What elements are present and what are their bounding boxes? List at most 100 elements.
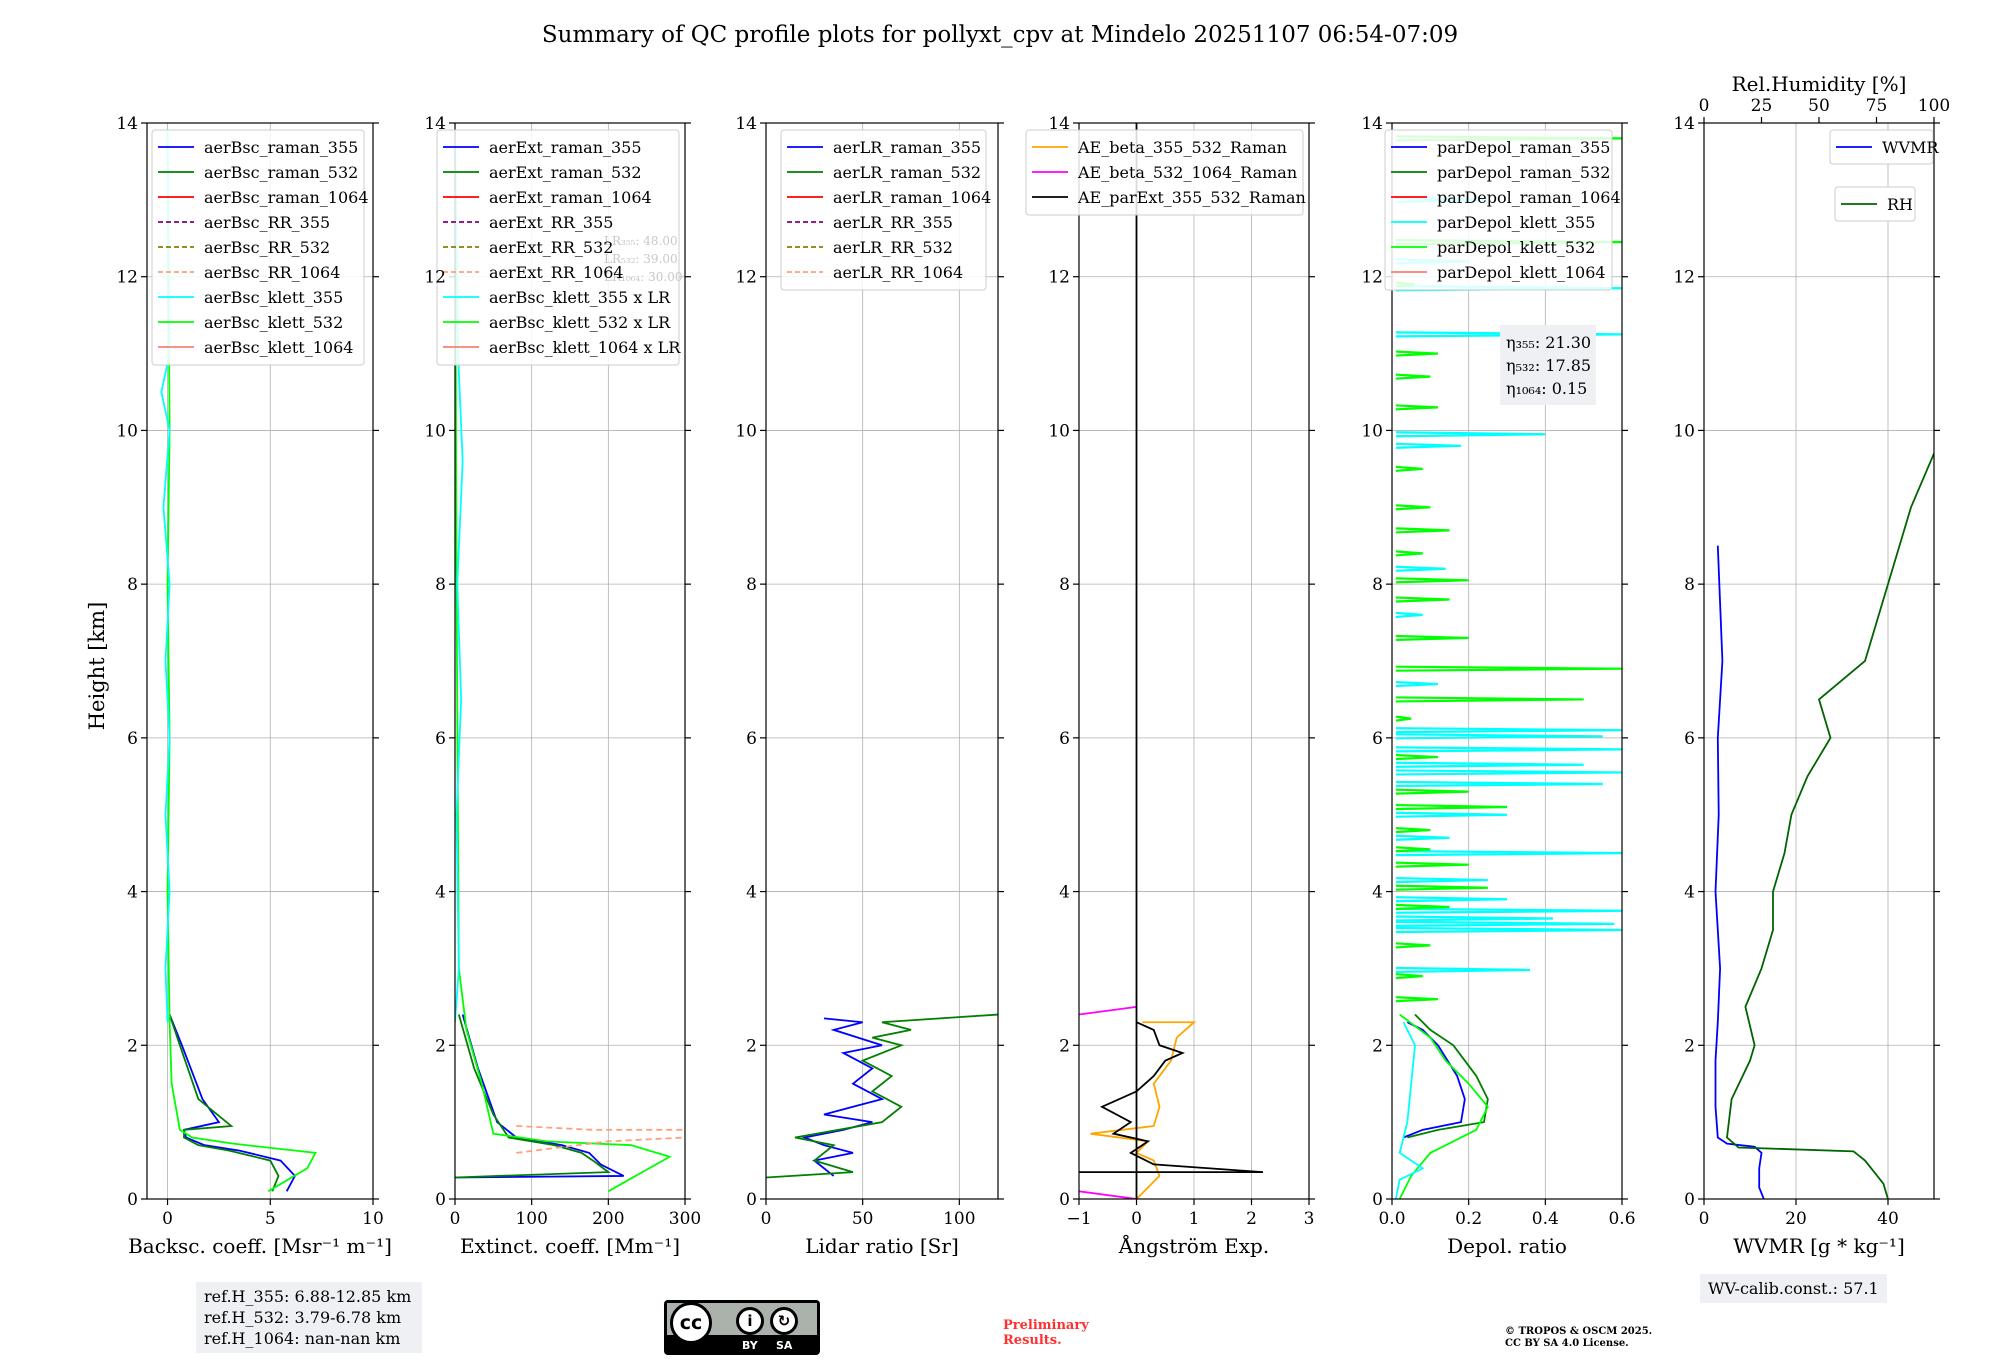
y-tick-label: 14	[1673, 114, 1695, 134]
series-aerBsc_klett_355 x LR	[455, 130, 464, 1023]
legend-entry: aerLR_RR_532	[833, 238, 953, 257]
legend-entry: aerBsc_klett_355	[204, 288, 343, 307]
lr-annotation: LR₃₅₅: 48.00	[604, 234, 678, 248]
series-aerBsc_klett_355	[160, 130, 171, 1023]
y-tick-label: 4	[746, 883, 757, 903]
legend-entry: WVMR	[1882, 138, 1939, 157]
legend-entry: AE_parExt_355_532_Raman	[1077, 188, 1306, 207]
y-tick-label: 14	[1048, 114, 1070, 134]
spike-parDepol_klett_532	[1395, 846, 1431, 853]
series-group-bsc	[160, 130, 317, 1193]
series-AE_beta_532_1064_Raman	[1079, 1190, 1137, 1199]
top-x-tick-label: 0	[1699, 96, 1710, 116]
legend-entry: parDepol_raman_1064	[1437, 188, 1621, 207]
reference-heights-box: ref.H_355: 6.88-12.85 km ref.H_532: 3.79…	[196, 1282, 422, 1353]
legend-entry: aerBsc_RR_1064	[204, 263, 340, 282]
legend-entry: aerBsc_RR_355	[204, 213, 330, 232]
axes-frame	[146, 122, 374, 1200]
top-x-tick-label: 100	[1918, 96, 1950, 116]
legend-entry: RH	[1887, 195, 1913, 214]
axes-frame	[454, 122, 686, 1200]
spike-parDepol_klett_355	[1395, 442, 1462, 449]
copyright-notice: © TROPOS & OSCM 2025. CC BY SA 4.0 Licen…	[1505, 1326, 1652, 1350]
spike-parDepol_klett_355	[1395, 850, 1622, 857]
legend-entry: aerBsc_raman_355	[204, 138, 358, 157]
y-tick-label: 6	[127, 729, 138, 749]
series-group-depol	[1394, 135, 1622, 1199]
y-tick-label: 2	[435, 1036, 446, 1056]
preliminary-line-1: Preliminary	[1003, 1318, 1089, 1333]
y-tick-label: 0	[127, 1190, 138, 1210]
spike-parDepol_klett_532	[1395, 861, 1469, 868]
spike-parDepol_klett_532	[1395, 696, 1584, 703]
x-tick-label: 200	[592, 1209, 624, 1229]
y-tick-label: 12	[1361, 268, 1383, 288]
spike-parDepol_klett_355	[1395, 780, 1603, 788]
x-axis-label: Ångström Exp.	[1118, 1233, 1269, 1258]
y-tick-label: 12	[735, 268, 757, 288]
series-aerBsc_raman_532	[168, 1014, 280, 1192]
axes-frame	[765, 122, 999, 1200]
x-tick-label: 0.6	[1608, 1209, 1635, 1229]
spike-parDepol_klett_532	[1395, 527, 1450, 534]
series-aerExt_raman_355	[455, 1014, 625, 1179]
legend-entry: parDepol_klett_1064	[1437, 263, 1606, 282]
y-tick-label: 6	[435, 729, 446, 749]
spike-parDepol_klett_532	[1395, 577, 1469, 584]
lr-annotation: LR₁₀₆₄: 30.00	[604, 270, 682, 284]
axes-frame	[1703, 122, 1935, 1200]
top-x-tick-label: 25	[1751, 96, 1773, 116]
x-tick-label: 0.4	[1532, 1209, 1559, 1229]
y-tick-label: 2	[1372, 1036, 1383, 1056]
top-x-tick-label: 75	[1866, 96, 1888, 116]
x-tick-label: 20	[1785, 1209, 1807, 1229]
lr-annotation: LR₅₃₂: 39.00	[604, 252, 678, 266]
spike-parDepol_klett_355	[1395, 907, 1622, 914]
legend-entry: aerExt_raman_532	[489, 163, 642, 182]
spike-parDepol_klett_532	[1395, 596, 1450, 603]
x-axis-label: Extinct. coeff. [Mm⁻¹]	[460, 1234, 680, 1258]
legend-entry: aerBsc_klett_355 x LR	[489, 288, 671, 307]
series-AE_parExt_355_532_Raman	[1079, 1021, 1264, 1173]
spike-parDepol_klett_355	[1395, 876, 1488, 884]
spike-parDepol_klett_532	[1395, 634, 1469, 642]
y-tick-label: 0	[1372, 1190, 1383, 1210]
y-tick-label: 2	[746, 1036, 757, 1056]
y-tick-label: 0	[435, 1190, 446, 1210]
ref-height-355: ref.H_355: 6.88-12.85 km	[204, 1287, 412, 1306]
spike-parDepol_klett_532	[1395, 803, 1508, 811]
sa-label: SA	[776, 1339, 793, 1352]
spike-parDepol_klett_355	[1395, 915, 1554, 922]
y-tick-label: 0	[1684, 1190, 1695, 1210]
legend-entry: parDepol_klett_532	[1437, 238, 1595, 257]
shared-y-axis-label: Height [km]	[85, 602, 109, 731]
legend-box	[151, 129, 365, 366]
ref-height-1064: ref.H_1064: nan-nan km	[204, 1329, 401, 1348]
y-tick-label: 12	[116, 268, 138, 288]
series-aerBsc_raman_355	[168, 1014, 297, 1192]
y-tick-label: 2	[1059, 1036, 1070, 1056]
legend-entry: aerLR_RR_355	[833, 213, 953, 232]
legend-entry: aerExt_RR_1064	[489, 263, 624, 282]
legend-box	[1384, 129, 1613, 291]
legend-entry: aerBsc_klett_532	[204, 313, 343, 332]
y-tick-label: 10	[116, 421, 138, 441]
series-group-lr	[766, 1013, 998, 1179]
eta-annotation: η₁₀₆₄: 0.15	[1506, 379, 1587, 398]
legend-entry: aerLR_raman_532	[833, 163, 981, 182]
figure-title: Summary of QC profile plots for pollyxt_…	[541, 22, 1459, 48]
cc-license-badge: cc i ↻ BY SA	[664, 1300, 820, 1355]
series-parDepol_raman_532	[1407, 1013, 1489, 1139]
x-tick-label: 0	[450, 1209, 461, 1229]
copyright-line-1: © TROPOS & OSCM 2025.	[1505, 1326, 1653, 1337]
y-tick-label: 14	[424, 114, 446, 134]
panel-lr	[760, 122, 1004, 1205]
panel-ext	[436, 122, 691, 1205]
spike-parDepol_klett_532	[1395, 665, 1622, 672]
panel-bsc	[141, 122, 379, 1205]
spike-parDepol_klett_355	[1395, 926, 1622, 934]
share-alike-icon: ↻	[770, 1307, 798, 1335]
y-tick-label: 10	[424, 421, 446, 441]
x-tick-label: 100	[515, 1209, 547, 1229]
